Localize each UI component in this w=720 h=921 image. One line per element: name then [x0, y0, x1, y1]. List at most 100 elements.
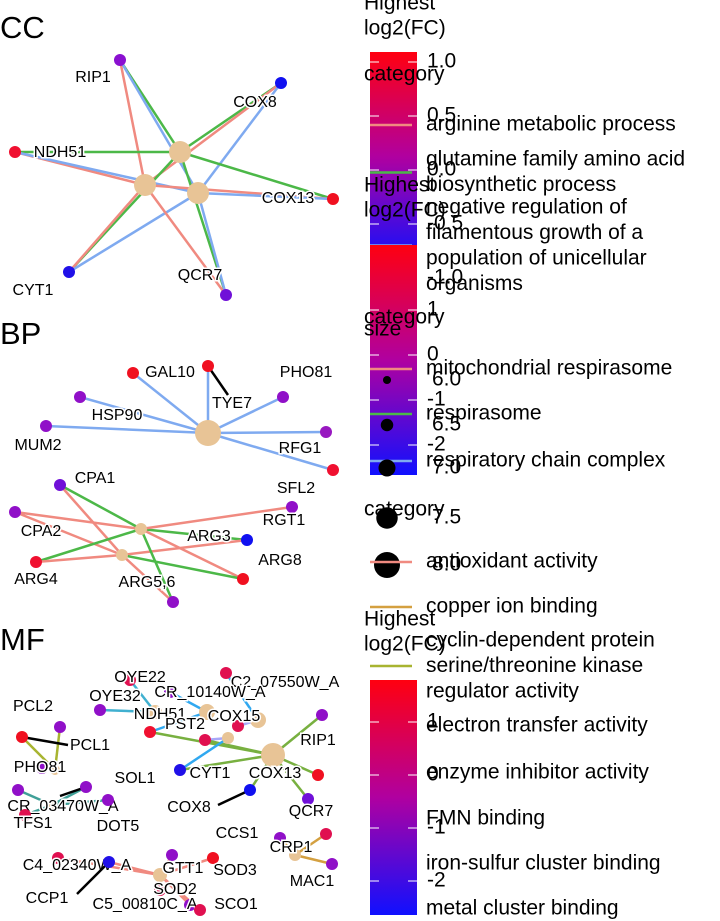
gene-node — [327, 193, 339, 205]
gene-node — [320, 828, 332, 840]
edge — [197, 82, 282, 194]
edge — [224, 672, 260, 721]
gene-label: COX13 — [249, 765, 302, 782]
gene-label: SFL2 — [277, 480, 315, 497]
colorbar-label: -1 — [427, 388, 446, 411]
legend-label: respirasome — [426, 402, 542, 425]
category-node — [50, 765, 60, 775]
category-node — [153, 868, 167, 882]
gene-label: C5_00810C_A — [93, 896, 198, 913]
gene-node — [124, 674, 136, 686]
gene-label: TFS1 — [13, 815, 52, 832]
edge — [207, 431, 334, 472]
edge — [140, 505, 293, 531]
colorbar-title: log2(FC) — [364, 633, 446, 656]
edge — [121, 554, 174, 603]
edge — [21, 736, 56, 771]
gene-label: CR_10140W_A — [154, 684, 266, 701]
gene-node — [232, 720, 244, 732]
edge — [294, 853, 333, 866]
size-label: 7.0 — [432, 456, 461, 479]
legend-title: category — [364, 306, 445, 329]
gene-node — [199, 734, 211, 746]
edge — [121, 553, 244, 581]
gene-node — [12, 784, 24, 796]
label-connector — [21, 735, 69, 747]
edge — [196, 192, 228, 296]
category-node — [261, 743, 285, 767]
gene-node — [94, 704, 106, 716]
gene-label: ARG4 — [14, 571, 58, 588]
gene-label: OYE22 — [114, 669, 166, 686]
legend-label: regulator activity — [426, 680, 579, 703]
gene-label: CCP1 — [26, 890, 69, 907]
gene-node — [52, 852, 64, 864]
legend-label: FMN binding — [426, 807, 545, 830]
gene-label: QCR7 — [178, 267, 223, 284]
gene-label: RIP1 — [75, 69, 111, 86]
gene-node — [30, 556, 42, 568]
gene-label: ARG8 — [258, 552, 302, 569]
gene-node — [274, 832, 286, 844]
size-label: 8.0 — [432, 553, 461, 576]
gene-node — [154, 884, 166, 896]
gene-label: RGT1 — [263, 512, 306, 529]
edge — [68, 191, 199, 274]
gene-label: COX15 — [208, 708, 261, 725]
gene-label: SOD2 — [153, 881, 197, 898]
gene-node — [114, 54, 126, 66]
gene-label: RIP1 — [300, 732, 336, 749]
gene-node — [237, 573, 249, 585]
category-node — [289, 849, 301, 861]
legend-title: size — [364, 318, 401, 341]
gene-label: MUM2 — [14, 437, 61, 454]
edge — [149, 710, 208, 734]
legend-label: electron transfer activity — [426, 714, 648, 737]
edge — [14, 510, 142, 531]
gene-node — [194, 904, 206, 916]
legend-title: category — [364, 63, 445, 86]
edge — [207, 430, 327, 435]
edge — [294, 832, 327, 857]
edge — [53, 726, 62, 771]
colorbar-label: 0 — [427, 763, 439, 786]
gene-label: CCS1 — [216, 825, 259, 842]
gene-node — [127, 367, 139, 379]
colorbar-label: 1 — [427, 710, 439, 733]
gene-label: ARG5,6 — [119, 574, 176, 591]
gene-node — [286, 501, 298, 513]
edge — [144, 82, 282, 186]
edge — [14, 510, 123, 557]
gene-node — [102, 794, 114, 806]
gene-label: OYE32 — [89, 688, 141, 705]
size-label: 6.0 — [432, 368, 461, 391]
edge — [121, 538, 248, 557]
size-label: 7.5 — [432, 506, 461, 529]
legend-label: filamentous growth of a — [426, 221, 643, 244]
gene-node — [54, 721, 66, 733]
edge — [17, 788, 53, 807]
colorbar-title: log2(FC) — [364, 17, 446, 40]
colorbar-title: Highest — [364, 608, 435, 631]
panel-title: BP — [0, 316, 41, 351]
edge — [108, 860, 161, 877]
gene-label: CR_03470W_A — [7, 798, 119, 815]
gene-node — [164, 686, 176, 698]
legend-label: glutamine family amino acid — [426, 148, 685, 171]
gene-node — [166, 849, 178, 861]
edge — [140, 527, 248, 542]
colorbar-label: 1 — [427, 298, 439, 321]
gene-label: C4_02340W_A — [23, 857, 132, 874]
size-key — [374, 552, 400, 578]
legend-label: population of unicellular — [426, 247, 647, 270]
gene-node — [16, 731, 28, 743]
gene-label: RFG1 — [279, 440, 322, 457]
gene-label: HSP90 — [92, 407, 143, 424]
gene-node — [275, 77, 287, 89]
legend-label: organisms — [426, 272, 523, 295]
gene-node — [80, 781, 92, 793]
edge — [132, 372, 209, 434]
size-label: 6.5 — [432, 413, 461, 436]
gene-label: COX8 — [233, 94, 277, 111]
